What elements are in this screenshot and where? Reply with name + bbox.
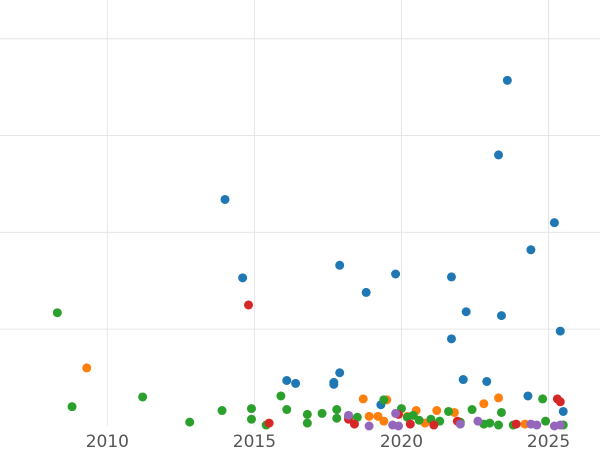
data-point — [458, 375, 468, 385]
data-point — [358, 394, 368, 404]
data-point — [332, 413, 342, 423]
data-point — [405, 419, 415, 429]
data-point — [220, 194, 230, 204]
data-point — [352, 412, 362, 422]
data-point — [446, 334, 456, 344]
data-point — [344, 410, 354, 420]
data-point — [485, 418, 495, 428]
data-point — [276, 391, 286, 401]
data-point — [473, 416, 483, 426]
data-point — [302, 409, 312, 419]
data-points — [52, 75, 568, 431]
data-point — [138, 392, 148, 402]
data-point — [391, 408, 401, 418]
data-point — [282, 405, 292, 415]
data-point — [67, 402, 77, 412]
data-point — [496, 311, 506, 321]
data-point — [302, 418, 312, 428]
data-point — [335, 368, 345, 378]
data-point — [361, 287, 371, 297]
data-point — [391, 269, 401, 279]
data-point — [349, 419, 359, 429]
x-axis-ticks: 2010 2015 2020 2025 — [86, 432, 570, 450]
data-point — [523, 391, 533, 401]
data-point — [52, 308, 62, 318]
data-point — [82, 363, 92, 373]
data-point — [238, 273, 248, 283]
data-point — [541, 416, 551, 426]
data-point — [496, 407, 506, 417]
data-point — [317, 408, 327, 418]
x-tick-label: 2010 — [86, 432, 129, 450]
data-point — [558, 406, 568, 416]
data-point — [494, 393, 504, 403]
data-point — [364, 411, 374, 421]
x-tick-label: 2015 — [233, 432, 276, 450]
data-point — [446, 272, 456, 282]
data-point — [329, 377, 339, 387]
data-point — [282, 375, 292, 385]
data-point — [526, 245, 536, 255]
data-point — [532, 420, 542, 430]
data-point — [379, 416, 389, 426]
data-point — [494, 420, 504, 430]
data-point — [291, 378, 301, 388]
data-point — [246, 414, 256, 424]
data-point — [555, 326, 565, 336]
data-point — [467, 405, 477, 415]
data-point — [482, 376, 492, 386]
data-point — [246, 404, 256, 414]
data-point — [555, 397, 565, 407]
data-point — [555, 420, 565, 430]
data-point — [494, 150, 504, 160]
data-point — [444, 406, 454, 416]
data-point — [511, 419, 521, 429]
data-point — [394, 421, 404, 431]
data-point — [549, 218, 559, 228]
data-point — [461, 307, 471, 317]
data-point — [455, 419, 465, 429]
data-point — [364, 421, 374, 431]
data-point — [432, 406, 442, 416]
data-point — [264, 418, 274, 428]
x-tick-label: 2025 — [527, 432, 570, 450]
x-tick-label: 2020 — [380, 432, 423, 450]
data-point — [217, 406, 227, 416]
data-point — [479, 399, 489, 409]
data-point — [185, 417, 195, 427]
data-point — [335, 260, 345, 270]
data-point — [538, 394, 548, 404]
grid — [0, 0, 600, 426]
data-point — [502, 75, 512, 85]
data-point — [414, 415, 424, 425]
data-point — [379, 395, 389, 405]
data-point — [332, 405, 342, 415]
data-point — [244, 300, 254, 310]
data-point — [429, 420, 439, 430]
